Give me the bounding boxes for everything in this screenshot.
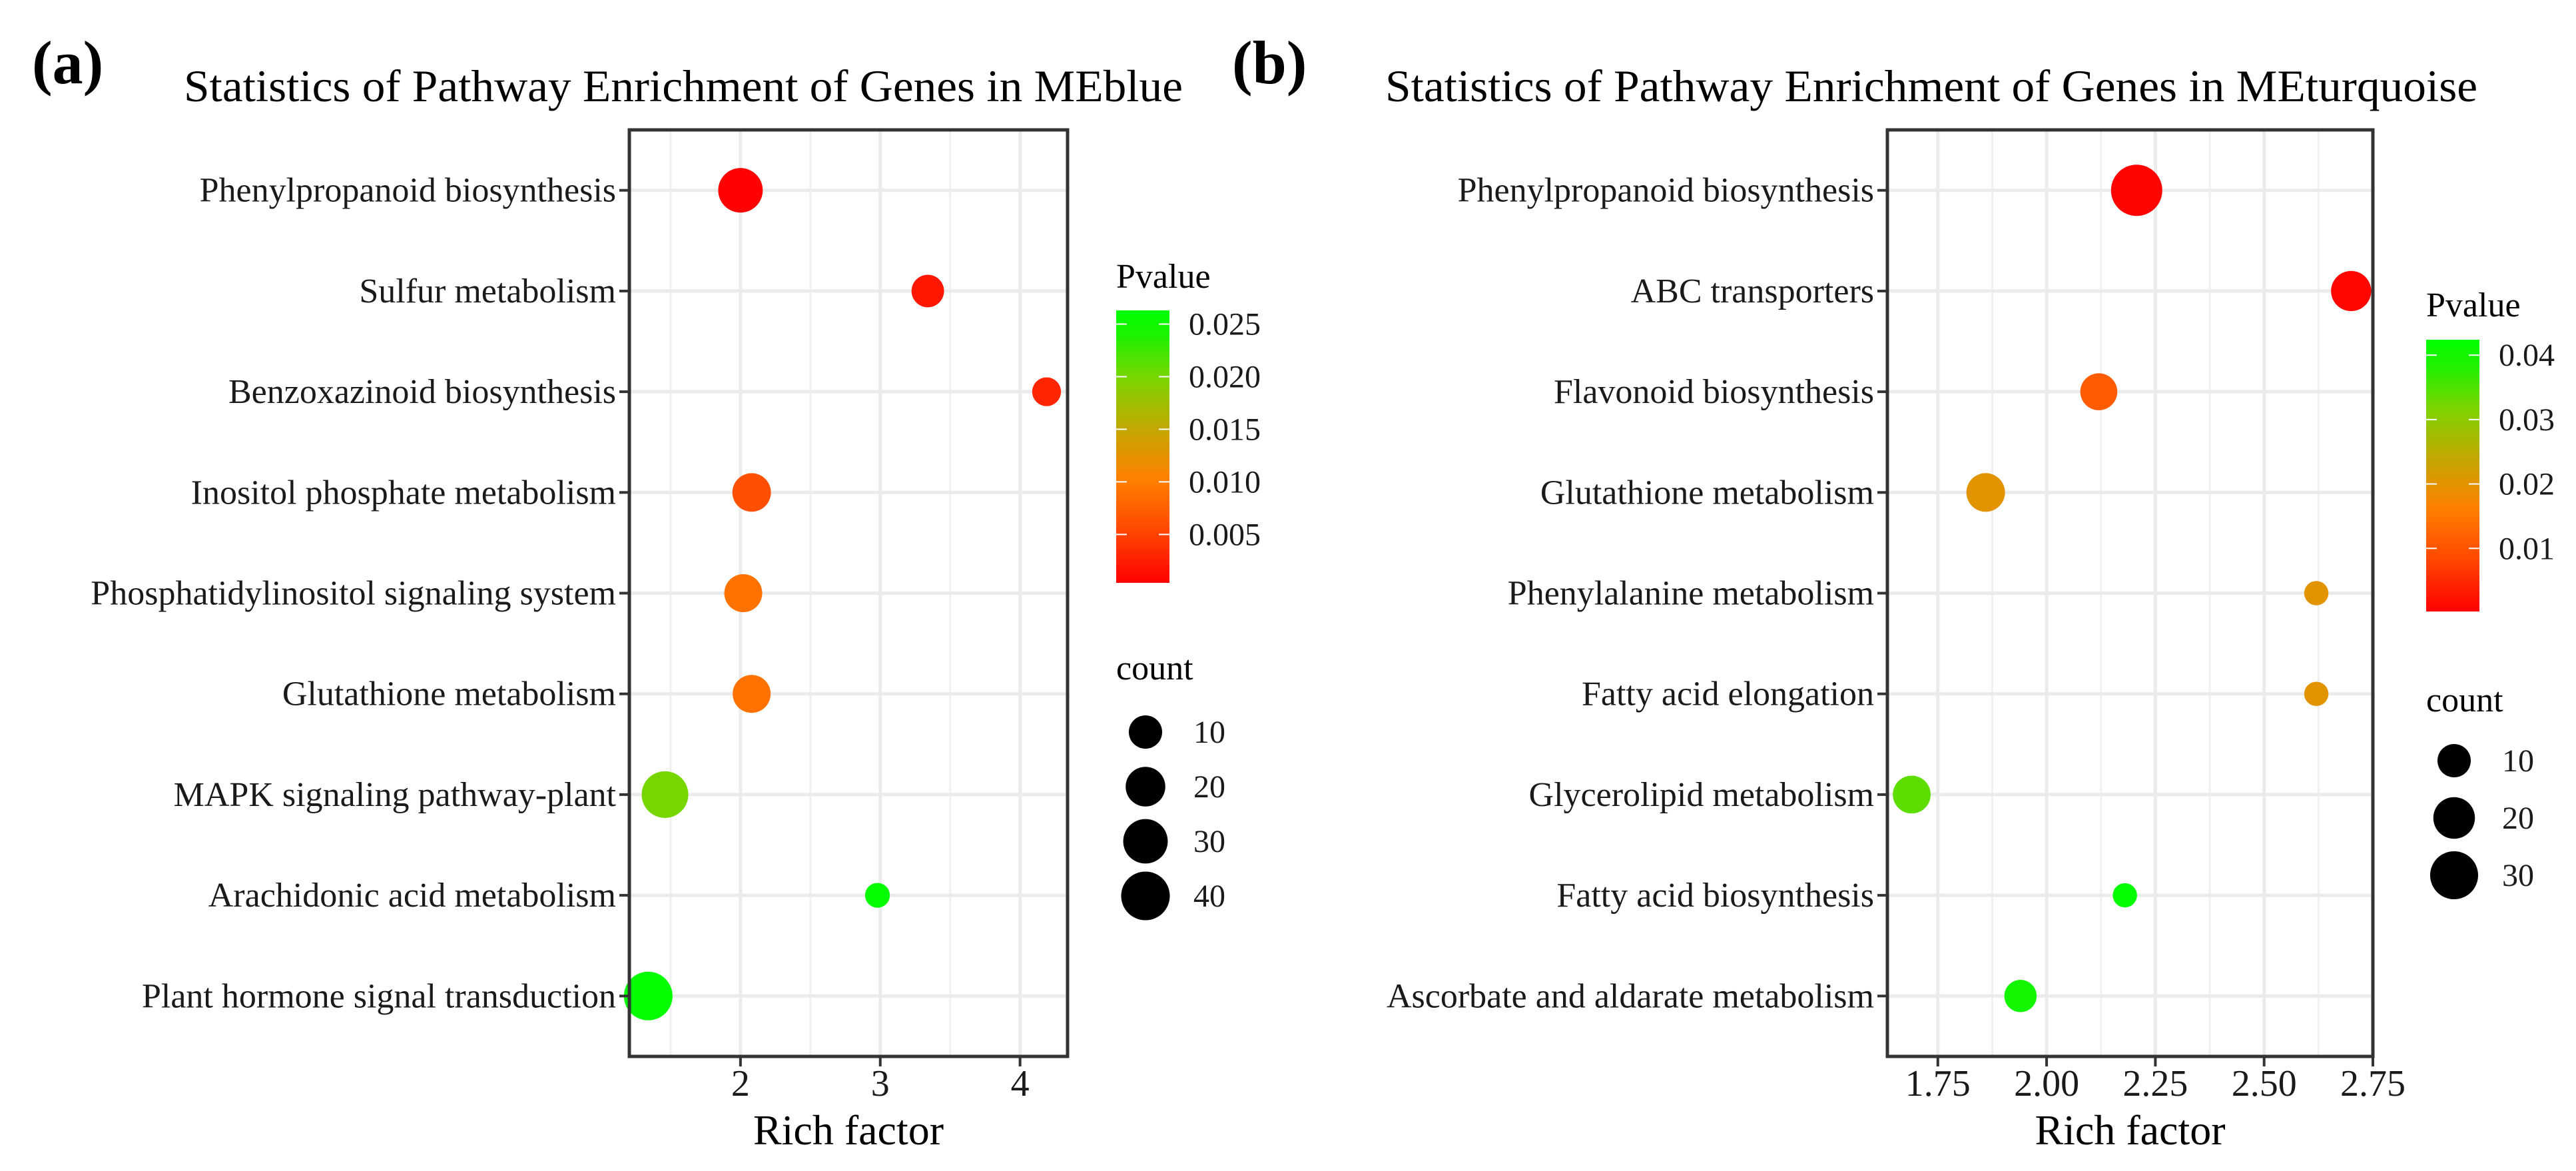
data-point bbox=[732, 473, 771, 512]
y-tick-label: Ascorbate and aldarate metabolism bbox=[1387, 977, 1874, 1015]
color-legend-title: Pvalue bbox=[2426, 286, 2521, 324]
color-bar bbox=[2426, 340, 2479, 611]
data-point bbox=[2304, 581, 2329, 605]
color-legend-label: 0.010 bbox=[1189, 464, 1261, 500]
y-tick-label: Glycerolipid metabolism bbox=[1529, 776, 1874, 814]
color-legend-label: 0.025 bbox=[1189, 307, 1261, 342]
data-point bbox=[733, 675, 771, 713]
y-tick-label: MAPK signaling pathway-plant bbox=[174, 776, 617, 814]
y-tick-label: Fatty acid elongation bbox=[1582, 675, 1874, 713]
data-point bbox=[641, 771, 689, 818]
y-tick-label: Sulfur metabolism bbox=[359, 272, 616, 310]
size-legend-key bbox=[1126, 767, 1165, 807]
size-legend-key bbox=[2437, 743, 2471, 778]
color-legend-label: 0.04 bbox=[2499, 338, 2555, 373]
size-legend-label: 30 bbox=[1193, 824, 1225, 859]
size-legend-label: 20 bbox=[1193, 769, 1225, 805]
size-legend-title: count bbox=[2426, 681, 2503, 719]
color-legend-label: 0.03 bbox=[2499, 402, 2555, 438]
chart-title: Statistics of Pathway Enrichment of Gene… bbox=[184, 61, 1183, 111]
panel-b: (b) Statistics of Pathway Enrichment of G… bbox=[1232, 29, 2555, 1154]
x-tick-label: 2.25 bbox=[2122, 1063, 2188, 1104]
data-point bbox=[2110, 165, 2162, 216]
x-axis-title: Rich factor bbox=[2035, 1106, 2225, 1154]
data-point bbox=[864, 883, 890, 908]
color-legend-title: Pvalue bbox=[1116, 258, 1211, 296]
color-legend-label: 0.020 bbox=[1189, 359, 1261, 394]
y-tick-label: Phenylalanine metabolism bbox=[1508, 575, 1874, 613]
size-legend-label: 10 bbox=[2502, 743, 2534, 779]
data-point bbox=[718, 168, 763, 213]
data-point bbox=[724, 574, 763, 613]
x-tick-label: 2.50 bbox=[2232, 1063, 2297, 1104]
y-tick-label: Arachidonic acid metabolism bbox=[208, 877, 616, 915]
y-tick-label: Flavonoid biosynthesis bbox=[1554, 373, 1874, 411]
data-point bbox=[911, 274, 944, 308]
y-tick-label: Glutathione metabolism bbox=[282, 675, 616, 713]
color-legend-label: 0.005 bbox=[1189, 517, 1261, 552]
x-tick-label: 4 bbox=[1011, 1063, 1030, 1104]
data-point bbox=[2331, 270, 2372, 312]
y-tick-label: Benzoxazinoid biosynthesis bbox=[228, 373, 616, 411]
size-legend-label: 10 bbox=[1193, 715, 1225, 750]
data-point bbox=[623, 971, 673, 1020]
y-tick-label: Plant hormone signal transduction bbox=[142, 977, 616, 1015]
y-tick-label: Phenylpropanoid biosynthesis bbox=[1458, 172, 1874, 210]
y-tick-label: Phosphatidylinositol signaling system bbox=[91, 575, 616, 613]
y-tick-label: Inositol phosphate metabolism bbox=[191, 474, 616, 512]
y-tick-label: ABC transporters bbox=[1631, 272, 1874, 310]
x-tick-label: 3 bbox=[871, 1063, 890, 1104]
y-tick-label: Fatty acid biosynthesis bbox=[1556, 877, 1874, 915]
size-legend-key bbox=[2433, 797, 2475, 839]
x-tick-label: 2 bbox=[731, 1063, 750, 1104]
chart-title: Statistics of Pathway Enrichment of Gene… bbox=[1385, 61, 2477, 111]
y-tick-label: Glutathione metabolism bbox=[1540, 474, 1874, 512]
size-legend-label: 30 bbox=[2502, 858, 2534, 893]
color-legend-label: 0.02 bbox=[2499, 467, 2555, 502]
x-tick-label: 2.75 bbox=[2340, 1063, 2406, 1104]
size-legend-key bbox=[2429, 851, 2479, 900]
data-point bbox=[2112, 883, 2137, 908]
panel-a: (a) Statistics of Pathway Enrichment of G… bbox=[32, 29, 1261, 1154]
size-legend-key bbox=[1128, 715, 1163, 749]
size-legend-label: 20 bbox=[2502, 801, 2534, 836]
color-bar bbox=[1116, 310, 1169, 583]
panel-tag: (b) bbox=[1232, 29, 1307, 97]
data-point bbox=[1893, 775, 1931, 814]
data-point bbox=[2004, 980, 2037, 1012]
color-legend-label: 0.01 bbox=[2499, 531, 2555, 566]
data-point bbox=[1032, 377, 1062, 406]
data-point bbox=[2304, 681, 2329, 706]
x-tick-label: 2.00 bbox=[2014, 1063, 2079, 1104]
size-legend-key bbox=[1123, 819, 1168, 864]
data-point bbox=[2080, 373, 2118, 410]
x-tick-label: 1.75 bbox=[1905, 1063, 1971, 1104]
size-legend-key bbox=[1121, 871, 1170, 921]
panel-tag: (a) bbox=[32, 29, 103, 97]
data-point bbox=[1966, 473, 2005, 512]
size-legend-title: count bbox=[1116, 649, 1193, 687]
size-legend-label: 40 bbox=[1193, 879, 1225, 914]
x-axis-title: Rich factor bbox=[753, 1106, 944, 1154]
y-tick-label: Phenylpropanoid biosynthesis bbox=[200, 172, 616, 210]
color-legend-label: 0.015 bbox=[1189, 412, 1261, 447]
